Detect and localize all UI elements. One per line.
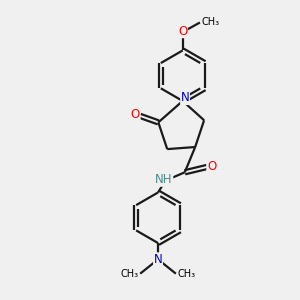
Text: CH₃: CH₃ <box>201 16 220 27</box>
Text: N: N <box>181 92 189 104</box>
Text: O: O <box>207 160 216 172</box>
Text: N: N <box>154 253 162 266</box>
Text: CH₃: CH₃ <box>177 269 196 279</box>
Text: O: O <box>178 25 187 38</box>
Text: CH₃: CH₃ <box>121 269 139 279</box>
Text: O: O <box>131 108 140 121</box>
Text: NH: NH <box>155 173 173 186</box>
